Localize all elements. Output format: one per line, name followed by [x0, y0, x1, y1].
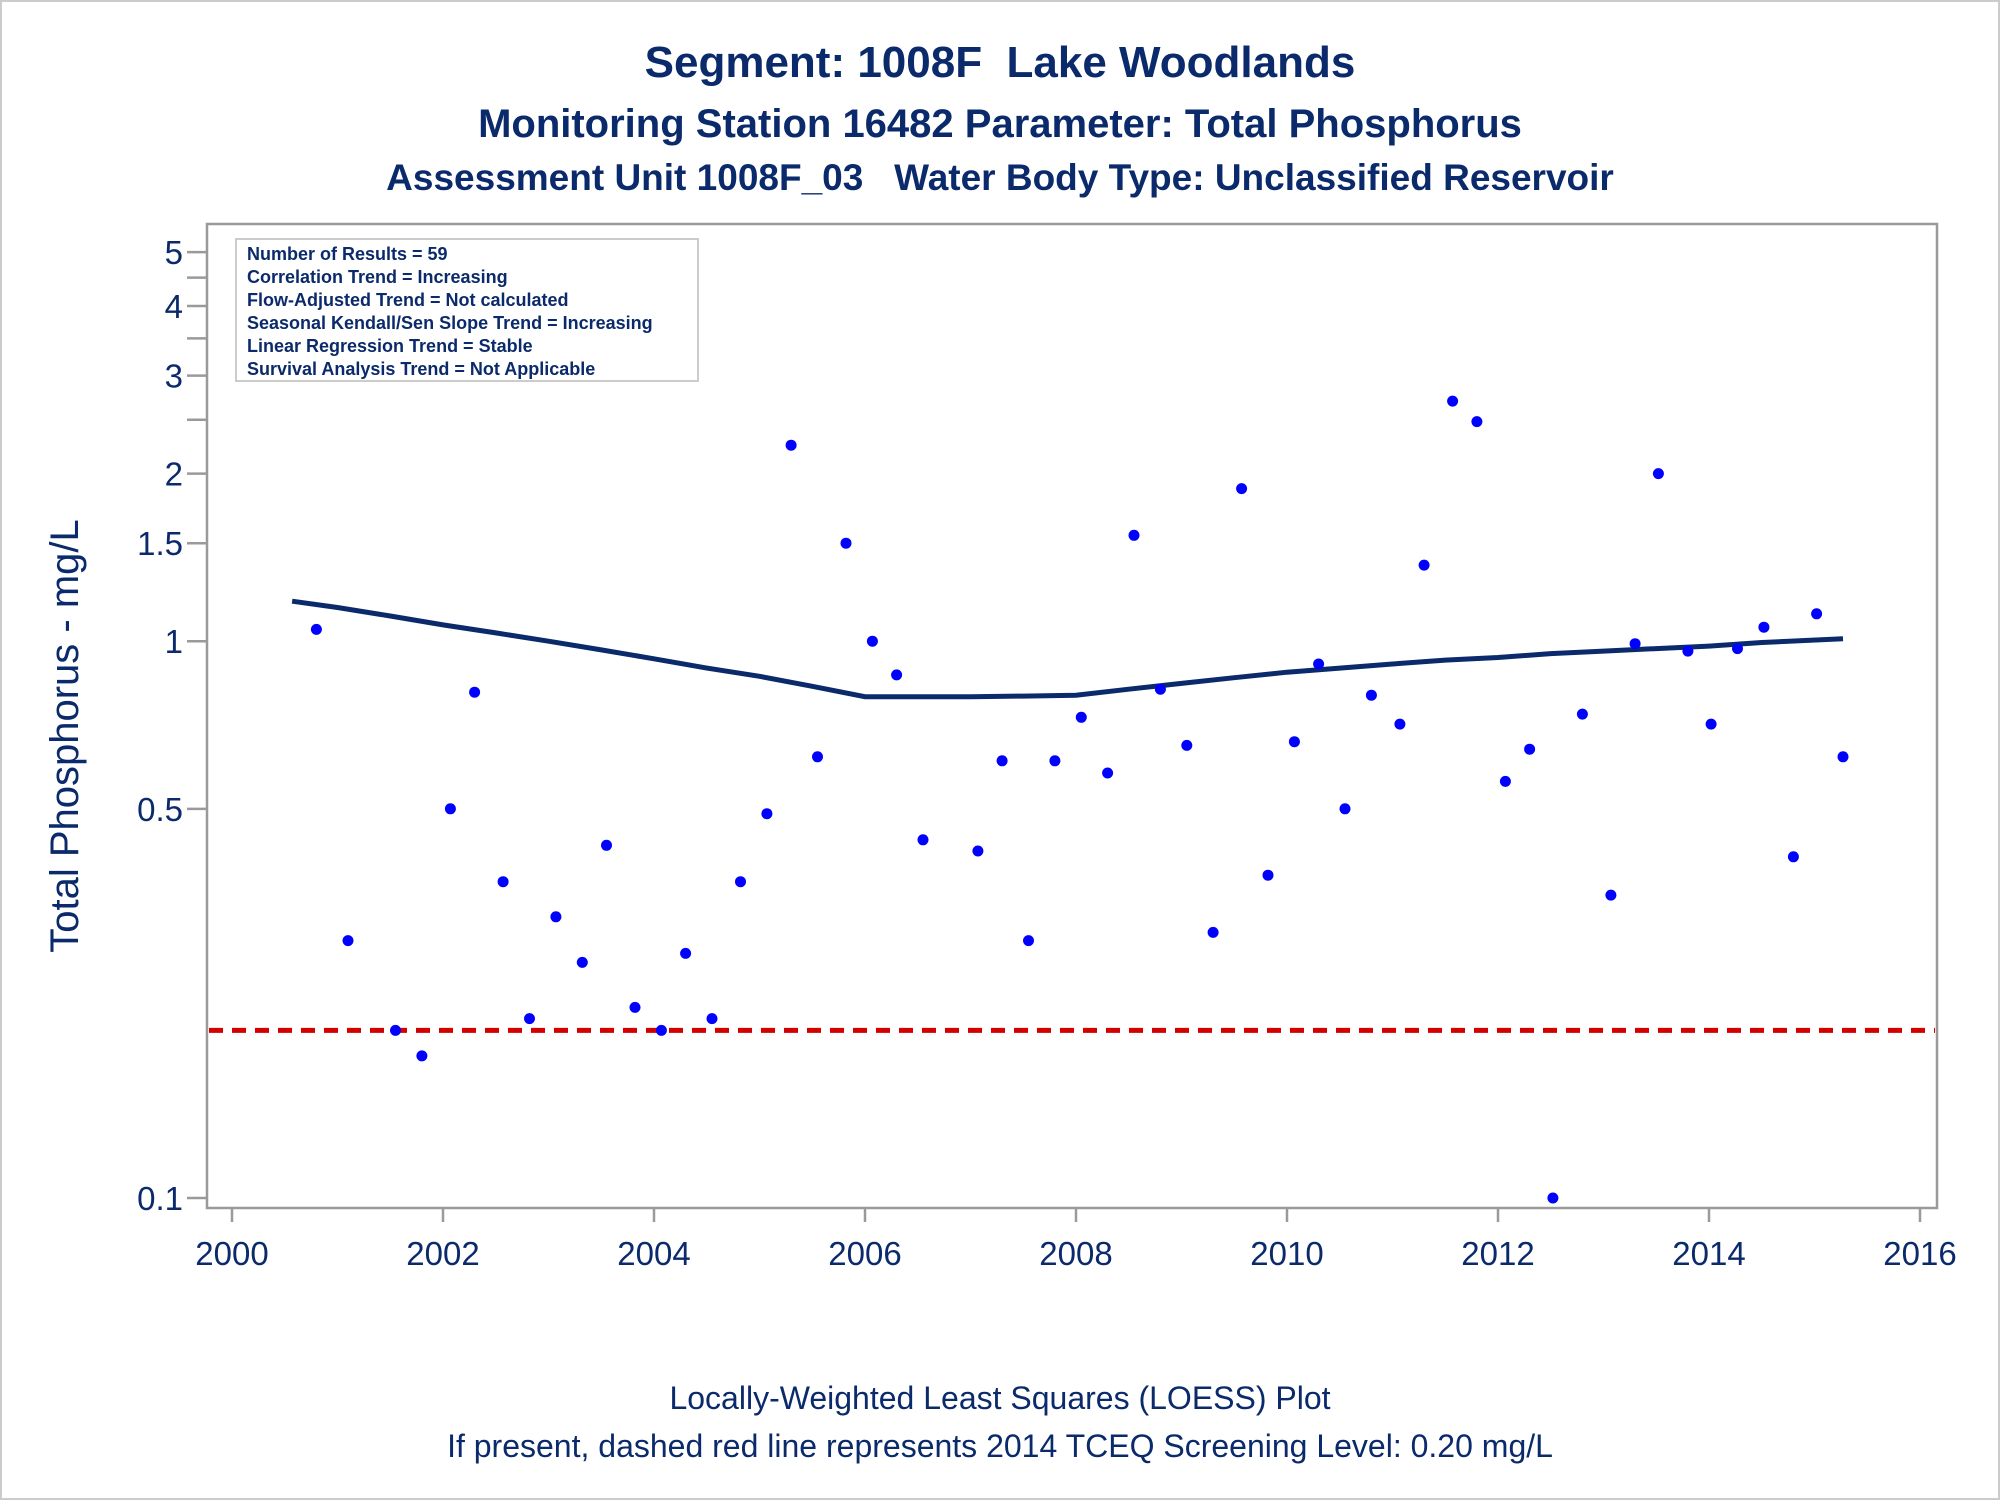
data-point	[576, 956, 588, 968]
x-tick-label: 2002	[406, 1235, 479, 1272]
data-point	[785, 439, 797, 451]
chart-subtitle-assessment: Assessment Unit 1008F_03 Water Body Type…	[386, 157, 1614, 198]
x-tick-label: 2008	[1039, 1235, 1112, 1272]
data-point	[1207, 926, 1219, 938]
y-axis: 0.1 0.5 1 1.5 2 3 4 5	[137, 234, 207, 1217]
data-point	[1394, 718, 1406, 730]
data-point	[866, 635, 878, 647]
data-point	[342, 935, 354, 947]
data-point	[1181, 739, 1193, 751]
data-point	[1102, 767, 1114, 779]
stat-correlation-trend: Correlation Trend = Increasing	[247, 267, 508, 287]
data-point	[1154, 683, 1166, 695]
trend-stats-box-border	[235, 238, 699, 382]
stat-number-of-results: Number of Results = 59	[247, 244, 448, 264]
y-tick-label: 1	[165, 623, 183, 660]
data-point	[390, 1024, 401, 1036]
y-axis-title: Total Phosphorus - mg/L	[43, 519, 87, 953]
data-point	[1447, 395, 1459, 407]
data-point	[601, 839, 612, 851]
data-point	[680, 947, 692, 959]
data-point	[1313, 658, 1325, 670]
y-tick-label: 3	[165, 358, 183, 395]
y-tick-label: 4	[165, 288, 183, 325]
data-point	[1524, 743, 1536, 755]
data-point	[1128, 529, 1140, 541]
data-point	[310, 623, 322, 635]
stat-linear-regression-trend: Linear Regression Trend = Stable	[247, 336, 533, 356]
data-point	[1288, 736, 1300, 748]
data-point	[629, 1001, 641, 1013]
stat-survival-analysis-trend: Survival Analysis Trend = Not Applicable	[247, 359, 595, 379]
chart-title: Segment: 1008F Lake Woodlands	[644, 38, 1356, 87]
x-tick-label: 2004	[617, 1235, 690, 1272]
chart-subtitle-station: Monitoring Station 16482 Parameter: Tota…	[478, 102, 1522, 146]
data-point	[761, 808, 773, 820]
data-point	[1758, 621, 1770, 633]
data-point	[1576, 708, 1588, 720]
data-point	[1471, 416, 1483, 428]
data-point	[1605, 889, 1617, 901]
data-point	[1629, 638, 1641, 650]
data-point	[444, 803, 456, 815]
data-point	[1652, 468, 1664, 480]
stat-flow-adjusted-trend: Flow-Adjusted Trend = Not calculated	[247, 290, 569, 310]
data-point	[1732, 643, 1743, 655]
data-point	[1811, 608, 1823, 620]
footnote-screening-level: If present, dashed red line represents 2…	[447, 1428, 1553, 1464]
data-point	[735, 876, 746, 888]
data-point	[1262, 869, 1274, 881]
data-point	[1837, 751, 1849, 763]
data-points	[286, 251, 1849, 1204]
y-tick-label: 2	[165, 456, 183, 493]
data-point	[812, 751, 823, 763]
data-point	[1499, 775, 1511, 787]
x-tick-label: 2006	[828, 1235, 901, 1272]
data-point	[1787, 851, 1799, 863]
data-point	[1705, 718, 1717, 730]
data-point	[416, 1050, 428, 1062]
stat-seasonal-kendall-trend: Seasonal Kendall/Sen Slope Trend = Incre…	[247, 313, 653, 333]
data-point	[840, 537, 852, 549]
data-point	[917, 834, 929, 846]
y-tick-label: 1.5	[137, 525, 183, 562]
y-tick-label: 0.1	[137, 1180, 183, 1217]
x-tick-label: 2012	[1461, 1235, 1534, 1272]
data-point	[706, 1013, 718, 1025]
data-point	[996, 755, 1008, 767]
data-point	[972, 845, 984, 857]
x-tick-label: 2010	[1250, 1235, 1323, 1272]
data-point	[524, 1013, 535, 1025]
y-tick-label: 0.5	[137, 791, 183, 828]
trend-stats-box: Number of Results = 59 Correlation Trend…	[235, 238, 699, 382]
data-point	[1075, 711, 1087, 723]
loess-trend-line	[291, 598, 1844, 700]
x-axis: 2000 2002 2004 2006 2008 2010 2012 2014 2016	[195, 1208, 1957, 1272]
data-point	[1547, 1192, 1559, 1204]
data-point	[1365, 689, 1377, 701]
data-point	[1682, 645, 1694, 657]
data-point	[1339, 803, 1351, 815]
data-point	[655, 1024, 667, 1036]
data-point	[1236, 483, 1248, 495]
x-tick-label: 2000	[195, 1235, 268, 1272]
data-point	[550, 911, 562, 923]
footnote-loess: Locally-Weighted Least Squares (LOESS) P…	[669, 1380, 1331, 1416]
y-tick-label: 5	[165, 234, 183, 271]
x-tick-label: 2014	[1672, 1235, 1745, 1272]
data-point	[497, 876, 509, 888]
data-point	[1023, 935, 1034, 947]
plot-area	[205, 222, 1939, 1210]
data-point	[1049, 755, 1061, 767]
x-tick-label: 2016	[1883, 1235, 1956, 1272]
data-point	[1418, 559, 1430, 571]
data-point	[891, 669, 903, 681]
data-point	[469, 686, 481, 698]
